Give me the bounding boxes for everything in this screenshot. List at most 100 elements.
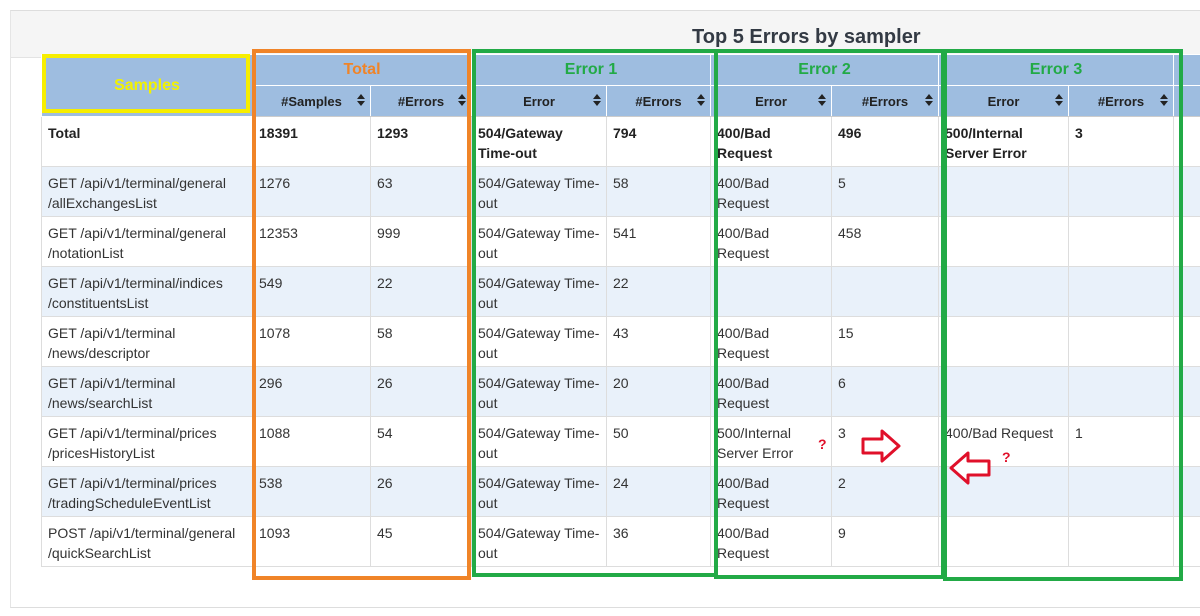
- error3-count-cell: 3: [1068, 116, 1174, 167]
- error3-cell: [938, 266, 1069, 317]
- error2-cell: 400/Bad Request: [710, 316, 832, 367]
- samples-cell: 538: [252, 466, 371, 517]
- sampler-cell: GET /api/v1/terminal/general /allExchang…: [41, 166, 253, 217]
- col-error1-count-sort-button[interactable]: #Errors: [606, 85, 711, 117]
- more-cell: [1173, 216, 1200, 267]
- panel-header: [11, 11, 1200, 58]
- error2-count-cell: 9: [831, 516, 939, 567]
- error3-count-cell: [1068, 466, 1174, 517]
- more-cell: [1173, 266, 1200, 317]
- errors-cell: 63: [370, 166, 472, 217]
- col-errors-sort-button[interactable]: #Errors: [370, 85, 472, 117]
- total-row: Total 18391 1293 504/Gateway Time-out 794 400…: [41, 116, 1200, 167]
- more-group-header: [1173, 54, 1200, 86]
- sampler-cell: GET /api/v1/terminal/general /notationLi…: [41, 216, 253, 267]
- error2-cell: 400/Bad Request: [710, 216, 832, 267]
- error2-count-cell: 496: [831, 116, 939, 167]
- col-error2-count-sort-button[interactable]: #Errors: [831, 85, 939, 117]
- error1-cell: 504/Gateway Time-out: [471, 366, 607, 417]
- more-cell: [1173, 166, 1200, 217]
- more-cell: [1173, 416, 1200, 467]
- samples-group-header: Samples: [41, 54, 253, 117]
- error3-count-cell: [1068, 516, 1174, 567]
- errors-cell: 45: [370, 516, 472, 567]
- error1-cell: 504/Gateway Time-out: [471, 416, 607, 467]
- error1-cell: 504/Gateway Time-out: [471, 516, 607, 567]
- sort-icon: [593, 94, 601, 108]
- sort-icon: [458, 94, 466, 108]
- col-error3-label: Error: [987, 93, 1020, 109]
- error1-count-cell: 50: [606, 416, 711, 467]
- error3-count-cell: [1068, 216, 1174, 267]
- sampler-cell: Total: [41, 116, 253, 167]
- error2-count-cell: 2: [831, 466, 939, 517]
- col-more-header: [1173, 85, 1200, 117]
- table-row: GET /api/v1/terminal /news/searchList 296…: [41, 366, 1200, 417]
- sampler-cell: GET /api/v1/terminal/prices /tradingSche…: [41, 466, 253, 517]
- error1-group-header: Error 1: [471, 54, 711, 86]
- question-mark-error3: ?: [1002, 449, 1011, 465]
- col-samples-sort-button[interactable]: #Samples: [252, 85, 371, 117]
- more-cell: [1173, 316, 1200, 367]
- col-error2-sort-button[interactable]: Error: [710, 85, 832, 117]
- more-cell: [1173, 116, 1200, 167]
- col-error1-label: Error: [523, 93, 555, 109]
- total-group-header: Total: [252, 54, 472, 86]
- arrow-right-icon: [861, 429, 901, 463]
- error2-cell: 400/Bad Request: [710, 166, 832, 217]
- errors-cell: 26: [370, 466, 472, 517]
- samples-cell: 1276: [252, 166, 371, 217]
- error1-count-cell: 541: [606, 216, 711, 267]
- sampler-cell: GET /api/v1/terminal /news/searchList: [41, 366, 253, 417]
- sampler-cell: GET /api/v1/terminal/prices /pricesHisto…: [41, 416, 253, 467]
- arrow-left-icon: [949, 451, 991, 485]
- error1-count-cell: 58: [606, 166, 711, 217]
- error2-count-cell: 458: [831, 216, 939, 267]
- sort-icon: [818, 94, 826, 108]
- error3-cell: [938, 366, 1069, 417]
- error3-cell: 500/Internal Server Error: [938, 116, 1069, 167]
- error2-cell: 400/Bad Request: [710, 116, 832, 167]
- error1-cell: 504/Gateway Time-out: [471, 166, 607, 217]
- error3-cell: [938, 516, 1069, 567]
- col-samples-label: #Samples: [281, 93, 342, 109]
- sort-icon: [697, 94, 705, 108]
- errors-cell: 58: [370, 316, 472, 367]
- col-error3-count-label: #Errors: [1097, 93, 1145, 109]
- error2-count-cell: 15: [831, 316, 939, 367]
- error2-count-cell: 6: [831, 366, 939, 417]
- errors-cell: 26: [370, 366, 472, 417]
- error3-count-cell: [1068, 166, 1174, 217]
- error1-cell: 504/Gateway Time-out: [471, 216, 607, 267]
- table-row: GET /api/v1/terminal/prices /tradingSche…: [41, 466, 1200, 517]
- samples-cell: 1093: [252, 516, 371, 567]
- table-row: GET /api/v1/terminal/general /allExchang…: [41, 166, 1200, 217]
- table-row: GET /api/v1/terminal/indices /constituen…: [41, 266, 1200, 317]
- col-error1-sort-button[interactable]: Error: [471, 85, 607, 117]
- samples-cell: 12353: [252, 216, 371, 267]
- error2-cell: [710, 266, 832, 317]
- error3-group-header: Error 3: [938, 54, 1174, 86]
- col-errors-label: #Errors: [397, 93, 445, 109]
- samples-cell: 1088: [252, 416, 371, 467]
- error1-count-cell: 22: [606, 266, 711, 317]
- error3-cell: [938, 216, 1069, 267]
- table-body: Total 18391 1293 504/Gateway Time-out 794 400…: [41, 116, 1200, 567]
- errors-cell: 999: [370, 216, 472, 267]
- error2-cell: 400/Bad Request: [710, 516, 832, 567]
- table-row: POST /api/v1/terminal/general /quickSear…: [41, 516, 1200, 567]
- samples-cell: 18391: [252, 116, 371, 167]
- error2-cell: 500/Internal Server Error: [710, 416, 832, 467]
- sampler-cell: POST /api/v1/terminal/general /quickSear…: [41, 516, 253, 567]
- col-error3-sort-button[interactable]: Error: [938, 85, 1069, 117]
- more-cell: [1173, 516, 1200, 567]
- more-cell: [1173, 366, 1200, 417]
- errors-cell: 1293: [370, 116, 472, 167]
- col-error1-count-label: #Errors: [635, 93, 682, 109]
- error1-count-cell: 24: [606, 466, 711, 517]
- error3-cell: [938, 316, 1069, 367]
- col-error3-count-sort-button[interactable]: #Errors: [1068, 85, 1174, 117]
- table-row: GET /api/v1/terminal/general /notationLi…: [41, 216, 1200, 267]
- error1-count-cell: 43: [606, 316, 711, 367]
- table-row: GET /api/v1/terminal /news/descriptor 107…: [41, 316, 1200, 367]
